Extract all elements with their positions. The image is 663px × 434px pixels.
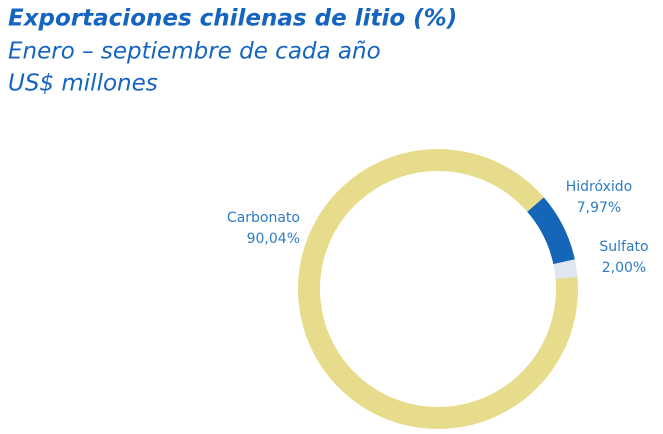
slice-value-label: 2,00%	[602, 260, 646, 276]
slice-value-label: 90,04%	[247, 231, 300, 247]
chart-subtitle: Enero – septiembre de cada año	[8, 39, 381, 65]
slice-label: Hidróxido	[566, 179, 633, 195]
chart-subtitle: US$ millones	[8, 71, 158, 97]
donut-slice	[553, 259, 578, 279]
slice-label: Carbonato	[227, 210, 300, 226]
slice-value-label: 7,97%	[577, 200, 621, 216]
donut-slice	[298, 149, 579, 430]
slice-label: Sulfato	[599, 239, 648, 255]
chart-title: Exportaciones chilenas de litio (%)	[8, 6, 457, 32]
donut-slice	[527, 197, 575, 265]
